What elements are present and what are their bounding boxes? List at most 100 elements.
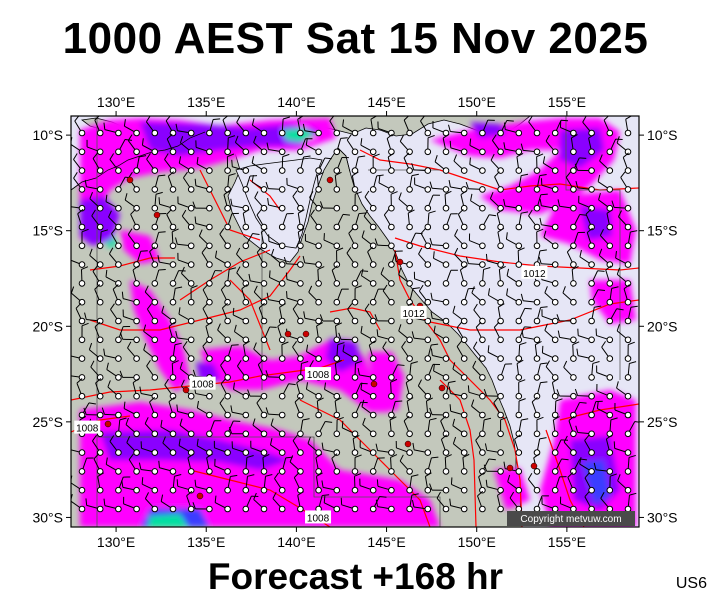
wind-barb (160, 419, 177, 438)
wind-barb (429, 237, 450, 250)
wind-barb (403, 152, 413, 174)
wind-barb (430, 292, 450, 306)
wind-barb (420, 227, 432, 250)
wind-barb (89, 192, 104, 212)
wind-barb (187, 285, 198, 306)
wind-barb (497, 119, 514, 137)
wind-barb (253, 135, 268, 156)
wind-barb (606, 138, 623, 156)
wind-barb (539, 217, 559, 231)
wind-barb (570, 401, 587, 419)
wind-barb (520, 293, 541, 306)
wind-barb (133, 155, 147, 174)
wind-barb (473, 341, 486, 362)
wind-barb (236, 247, 250, 268)
isobar-labels: 1012 1012 1008 1008 1008 1008 (74, 265, 548, 524)
wind-barb (88, 342, 104, 362)
wind-barb (315, 397, 324, 419)
wind-barb (176, 404, 195, 419)
wind-barb (624, 341, 635, 362)
wind-barb (570, 134, 578, 156)
frame-ticks (66, 111, 644, 532)
wind-barb (86, 139, 104, 156)
wind-barb (224, 344, 239, 362)
wind-barb (479, 119, 495, 137)
wind-barb (179, 418, 195, 438)
wind-barb (496, 209, 504, 231)
wind-barb (588, 289, 606, 306)
lon-label-bottom: 135°E (187, 534, 225, 550)
wind-barb (484, 443, 504, 456)
wind-barb (71, 137, 86, 156)
wind-barb (242, 209, 250, 231)
wind-barb (624, 454, 636, 475)
region-code: US6 (675, 575, 707, 592)
wind-barb (369, 174, 384, 193)
wind-barb (138, 462, 159, 475)
wind-barb (471, 399, 486, 419)
wind-barb (169, 342, 182, 362)
wind-barb (567, 472, 577, 494)
wind-barb (242, 233, 260, 250)
wind-barb (369, 495, 387, 513)
lon-label-top: 145°E (367, 94, 405, 110)
wind-barb (533, 174, 547, 193)
wind-barb (606, 209, 614, 231)
wind-barb (430, 311, 450, 325)
wind-barb (112, 284, 122, 306)
wind-barb (503, 122, 523, 137)
wind-barb (406, 474, 419, 494)
wind-barb (460, 287, 476, 306)
wind-barb (449, 404, 468, 419)
wind-barb (228, 427, 250, 438)
wind-barb (223, 190, 231, 212)
wind-barb (398, 324, 413, 344)
wind-barb (201, 246, 213, 268)
wind-barb (321, 442, 341, 456)
wind-barb (412, 442, 432, 456)
wind-barb (411, 500, 432, 513)
wind-barb (278, 213, 294, 231)
wind-barb (611, 200, 632, 212)
wind-barb (144, 417, 159, 438)
wind-barb (374, 238, 395, 250)
wind-barb (374, 314, 395, 325)
wind-barb (574, 163, 595, 174)
isobar-label: 1008 (74, 420, 101, 435)
wind-barb (323, 495, 341, 513)
wind-barb (198, 229, 213, 250)
wind-barb (90, 360, 104, 381)
wind-barb (452, 418, 468, 438)
wind-barb (333, 397, 342, 419)
wind-barb (351, 382, 368, 400)
wind-barb (260, 326, 277, 344)
wind-barb (429, 407, 450, 419)
wind-barb (146, 359, 159, 381)
wind-barb (252, 418, 268, 438)
wind-barb (123, 119, 140, 137)
wind-barb (96, 229, 108, 250)
wind-barb (533, 306, 548, 325)
wind-barb (234, 135, 250, 156)
wind-barb (315, 322, 323, 344)
wind-barb (556, 389, 577, 400)
wind-barb (551, 398, 563, 419)
wind-barb (388, 250, 403, 268)
wind-barb (533, 193, 548, 212)
wind-barb (515, 152, 524, 174)
wind-barb (224, 212, 239, 231)
wind-barb (440, 415, 450, 438)
wind-barb (485, 253, 504, 268)
wind-barb (620, 171, 632, 193)
wind-barb (387, 152, 395, 174)
wind-barb (376, 479, 395, 494)
wind-barb (556, 314, 577, 325)
wind-barb (433, 325, 450, 344)
wind-barb (304, 233, 322, 250)
wind-barb (162, 436, 177, 456)
wind-barb (436, 491, 450, 513)
wind-barb (430, 348, 450, 362)
wind-barb (192, 502, 213, 513)
wind-barb (265, 370, 286, 381)
wind-barb (541, 309, 559, 325)
